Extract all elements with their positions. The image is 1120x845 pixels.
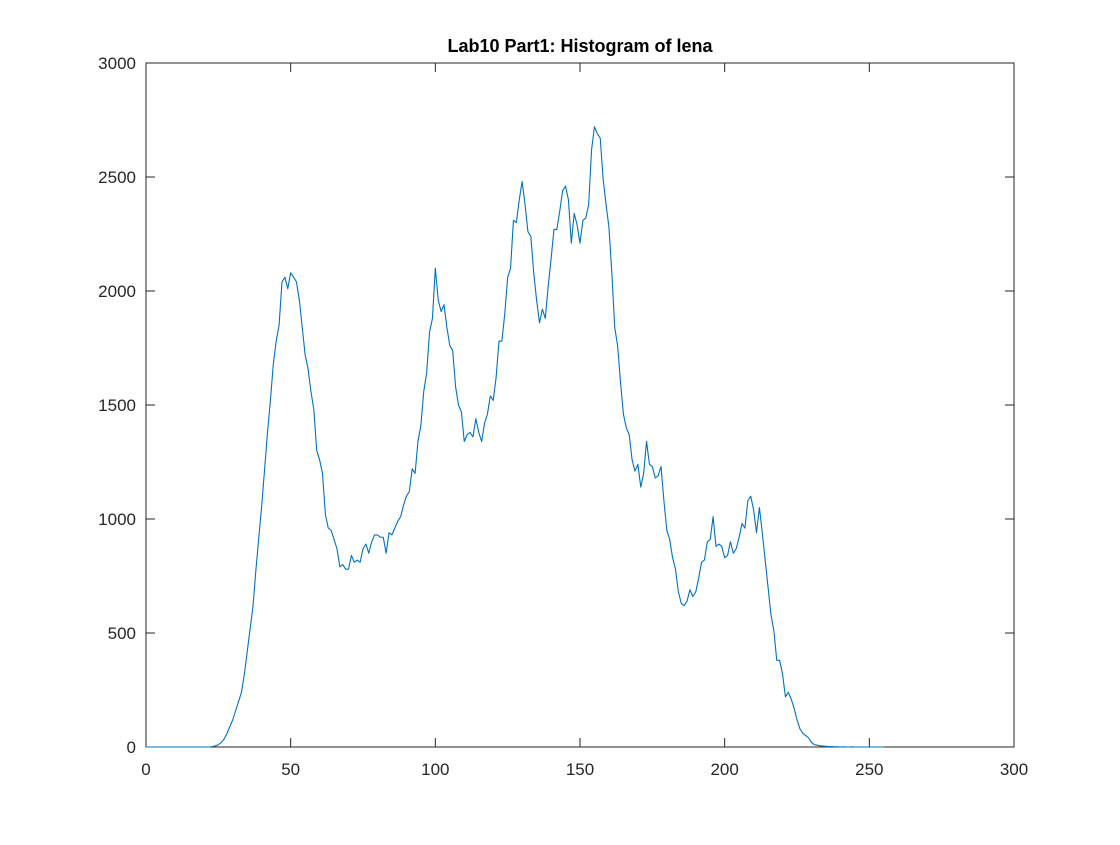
y-tick-label: 2000 bbox=[98, 282, 136, 301]
x-tick-label: 50 bbox=[281, 760, 300, 779]
axes-background bbox=[146, 63, 1014, 747]
chart-title: Lab10 Part1: Histogram of lena bbox=[447, 36, 713, 56]
x-tick-label: 0 bbox=[141, 760, 150, 779]
y-tick-label: 0 bbox=[127, 738, 136, 757]
y-tick-label: 500 bbox=[108, 624, 136, 643]
x-tick-label: 200 bbox=[710, 760, 738, 779]
y-tick-label: 2500 bbox=[98, 168, 136, 187]
y-tick-label: 1500 bbox=[98, 396, 136, 415]
x-tick-label: 100 bbox=[421, 760, 449, 779]
x-tick-label: 250 bbox=[855, 760, 883, 779]
x-tick-label: 150 bbox=[566, 760, 594, 779]
data-line bbox=[146, 126, 884, 748]
y-tick-label: 3000 bbox=[98, 54, 136, 73]
y-tick-label: 1000 bbox=[98, 510, 136, 529]
x-tick-label: 300 bbox=[1000, 760, 1028, 779]
